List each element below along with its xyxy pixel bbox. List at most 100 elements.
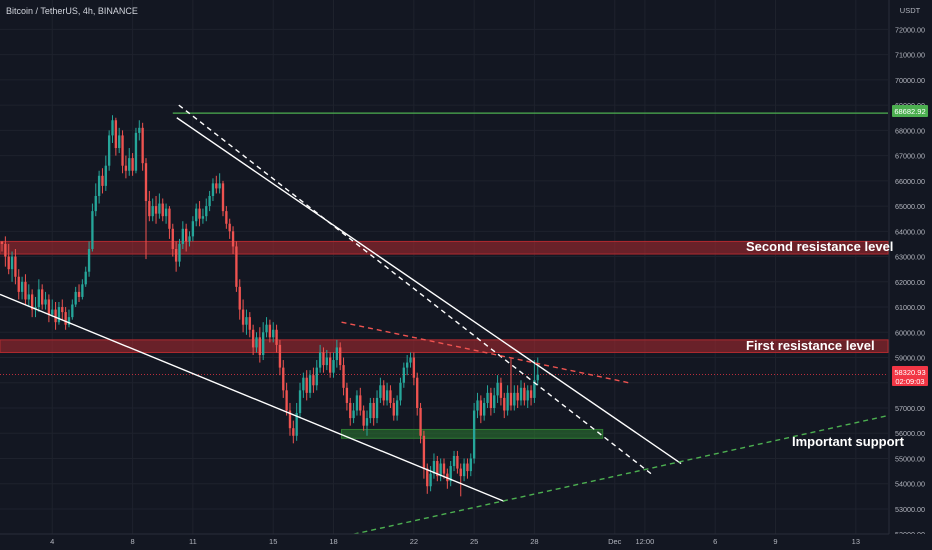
candle-body [472, 410, 476, 459]
time-tick-label: 18 [329, 537, 337, 546]
candle-body [74, 291, 77, 305]
candle-body [231, 231, 235, 247]
time-tick-label: 9 [773, 537, 777, 546]
price-tick-label: 53000.00 [895, 505, 925, 514]
candle-body [322, 352, 325, 366]
time-tick-label: 28 [530, 537, 538, 546]
candle-body [466, 463, 469, 472]
price-tick-label: 55000.00 [895, 454, 925, 463]
candle-body [395, 400, 399, 416]
candle-body [315, 367, 318, 386]
currency-label: USDT [900, 6, 921, 15]
candle-body [225, 211, 228, 224]
candle-body [469, 458, 472, 472]
candle-body [402, 367, 405, 383]
candle-body [359, 395, 362, 411]
candle-body [419, 408, 422, 436]
candle-body [318, 352, 322, 368]
time-tick-label: 12:00 [636, 537, 655, 546]
time-tick-label: 6 [713, 537, 717, 546]
candle-body [536, 374, 539, 381]
candle-body [342, 365, 345, 388]
candle-body [526, 390, 529, 401]
price-tick-label: 65000.00 [895, 202, 925, 211]
candle-body [54, 309, 57, 323]
candle-body [295, 413, 298, 436]
time-axis-bg [0, 534, 932, 550]
candle-body [479, 400, 483, 416]
candle-body [496, 382, 499, 396]
candle-body [20, 281, 24, 292]
annotation-important-support: Important support [792, 434, 905, 449]
price-tick-label: 60000.00 [895, 328, 925, 337]
current-price-text: 58320.93 [894, 368, 925, 377]
candle-body [509, 392, 513, 406]
candle-body [265, 324, 268, 333]
candle-body [268, 324, 272, 338]
candle-body [305, 377, 308, 393]
candle-body [228, 223, 231, 232]
price-axis[interactable]: 52000.0053000.0054000.0055000.0056000.00… [888, 0, 932, 550]
candle-body [278, 344, 282, 368]
candle-body [51, 309, 54, 315]
price-tick-label: 59000.00 [895, 354, 925, 363]
candle-body [262, 332, 265, 355]
candle-body [339, 347, 342, 366]
candle-body [4, 243, 7, 257]
price-zones [0, 240, 889, 439]
price-tick-label: 62000.00 [895, 278, 925, 287]
candle-body [81, 284, 84, 297]
candle-body [241, 309, 245, 325]
price-tick-label: 63000.00 [895, 253, 925, 262]
trend-line [353, 414, 889, 535]
candle-body [84, 271, 87, 285]
candle-body [292, 428, 295, 436]
level-price-badge: 68682.92 [892, 105, 928, 117]
candle-body [47, 299, 51, 315]
candle-body [422, 435, 426, 469]
candle-body [138, 127, 141, 133]
time-tick-label: Dec [608, 537, 622, 546]
price-tick-label: 64000.00 [895, 227, 925, 236]
candle-body [87, 248, 91, 272]
candle-body [385, 390, 389, 401]
candle-body [399, 382, 402, 401]
candle-body [7, 256, 10, 270]
candle-body [77, 291, 81, 297]
time-axis[interactable]: 4 8 11 15 18 22 25 28 Dec 12:00 6 9 13 [0, 533, 932, 550]
candle-body [107, 135, 111, 166]
candle-body [151, 206, 154, 217]
candle-body [124, 165, 128, 171]
candle-body [191, 221, 195, 237]
candle-body [248, 317, 251, 330]
candle-body [168, 208, 171, 229]
candle-body [519, 387, 523, 401]
candle-body [272, 329, 275, 338]
candle-body [181, 228, 184, 244]
candle-body [275, 329, 278, 345]
time-tick-label: 4 [50, 537, 54, 546]
candle-body [372, 402, 375, 419]
candle-body [161, 203, 164, 217]
time-tick-label: 15 [269, 537, 277, 546]
countdown-text: 02:09:03 [895, 377, 924, 386]
candle-body [302, 377, 305, 391]
candle-body [24, 281, 27, 300]
candle-body [94, 195, 97, 212]
candle-body [352, 410, 355, 419]
price-tick-label: 67000.00 [895, 152, 925, 161]
candle-body [64, 312, 67, 325]
horizontal-levels [0, 112, 888, 376]
candle-body [148, 201, 151, 217]
price-tick-label: 66000.00 [895, 177, 925, 186]
candle-body [523, 387, 526, 401]
candle-body [114, 120, 118, 149]
candle-body [201, 216, 205, 219]
candle-body [215, 183, 218, 189]
candle-body [141, 127, 144, 164]
candle-body [208, 195, 211, 207]
candle-body [238, 286, 241, 310]
candle-body [489, 392, 493, 408]
candle-body [10, 256, 14, 270]
